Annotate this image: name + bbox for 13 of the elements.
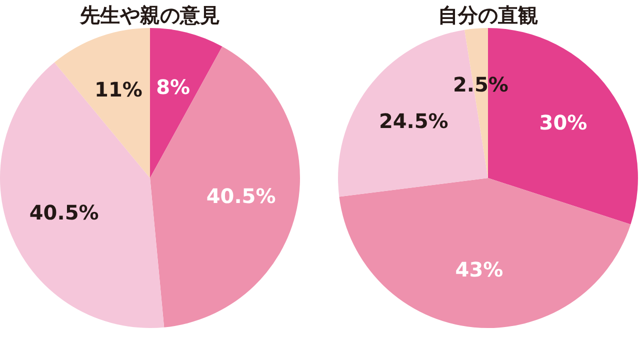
data-label: 30% — [539, 110, 588, 134]
data-label: 11% — [94, 78, 142, 102]
chart-title: 自分の直観 — [438, 3, 538, 27]
data-label: 40.5% — [206, 184, 276, 208]
pie-slice — [339, 178, 631, 328]
pie-slice — [150, 28, 222, 178]
data-label: 40.5% — [29, 200, 99, 225]
data-label: 24.5% — [378, 109, 448, 134]
chart-title: 先生や親の意見 — [79, 3, 220, 27]
pie-slice — [150, 46, 300, 328]
data-label: 43% — [455, 258, 504, 282]
pie-slice — [54, 28, 150, 178]
data-label: 8% — [156, 74, 190, 99]
